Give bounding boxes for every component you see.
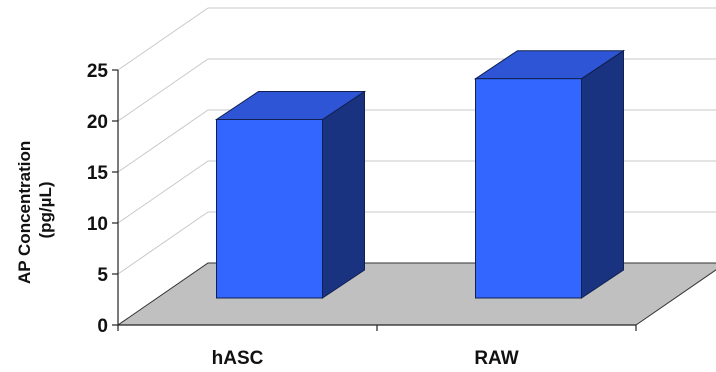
bars xyxy=(214,49,626,299)
bar xyxy=(214,90,367,299)
y-axis-title: AP Concentration (pg/µL) xyxy=(15,136,55,284)
y-tick-label: 20 xyxy=(87,112,108,133)
gridline-diagonal xyxy=(117,160,209,224)
gridline-diagonal xyxy=(117,211,209,275)
y-tick-labels: 0 5 10 15 20 25 xyxy=(87,61,109,337)
y-tick-label: 10 xyxy=(87,214,108,235)
chart-floor xyxy=(116,262,716,326)
x-category-labels: hASC RAW xyxy=(212,348,519,369)
y-axis-title-line2: (pg/µL) xyxy=(36,182,55,239)
gridline-diagonal xyxy=(117,109,209,173)
y-tick-label: 25 xyxy=(87,61,109,82)
bar-side xyxy=(322,90,365,299)
y-tick-label: 15 xyxy=(87,163,109,184)
bar-front xyxy=(475,78,582,299)
bar-front xyxy=(216,119,323,299)
y-tick-label: 0 xyxy=(97,316,108,337)
gridline-diagonal xyxy=(117,58,209,122)
bar xyxy=(473,49,626,299)
x-category-label: RAW xyxy=(474,348,518,369)
x-category-label: hASC xyxy=(212,348,264,369)
bar-side xyxy=(581,49,624,299)
y-tick-label: 5 xyxy=(97,265,108,286)
y-axis-title-line1: AP Concentration xyxy=(15,141,34,284)
gridline-diagonal xyxy=(117,7,209,71)
axes xyxy=(112,69,637,331)
